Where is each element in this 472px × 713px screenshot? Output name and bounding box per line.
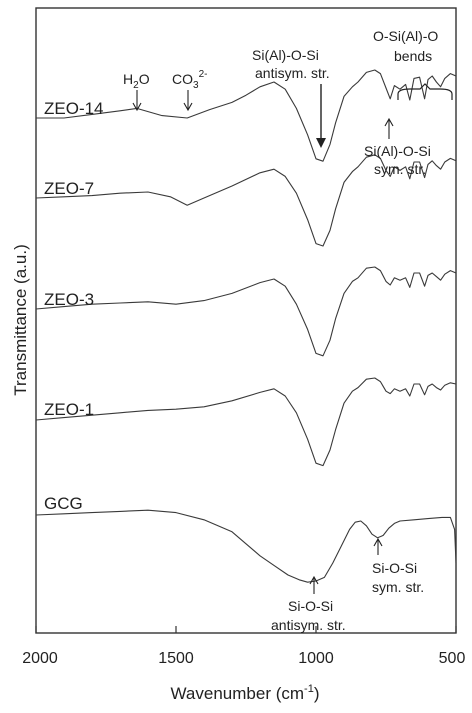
annotation-gcg-sym-1: Si-O-Si [372, 560, 417, 576]
bends-bracket [397, 83, 453, 100]
arrow-h2o-head [132, 102, 142, 112]
annotation-gcg-antisym-2: antisym. str. [271, 617, 346, 633]
x-tick-label: 1000 [298, 650, 334, 667]
annotation-bends-1: O-Si(Al)-O [373, 28, 438, 44]
x-tick-label: 1500 [158, 650, 194, 667]
arrow-gcg-sym-head [373, 537, 383, 547]
series-line-zeo-1 [35, 377, 457, 467]
series-line-zeo-3 [35, 266, 457, 357]
series-label-zeo-14: ZEO-14 [44, 99, 104, 118]
arrow-gcg-antisym-head [309, 575, 319, 585]
series-line-zeo-14 [36, 69, 457, 162]
series-label-zeo-1: ZEO-1 [44, 400, 94, 419]
annotation-gcg-sym-2: sym. str. [372, 579, 424, 595]
series-label-zeo-7: ZEO-7 [44, 179, 94, 198]
annotation-sym-top-1: Si(Al)-O-Si [364, 143, 431, 159]
annotation-bends-2: bends [394, 48, 432, 64]
series-label-gcg: GCG [44, 494, 83, 513]
annotation-gcg-antisym-1: Si-O-Si [288, 598, 333, 614]
x-tick-label: 2000 [22, 650, 58, 667]
series-line-gcg [35, 509, 457, 583]
plot-frame [35, 7, 457, 634]
spectra-group [35, 69, 457, 583]
series-line-zeo-7 [35, 154, 457, 247]
x-axis-label: Wavenumber (cm-1) [171, 683, 320, 703]
annotation-h2o: H2O [123, 71, 150, 91]
annotation-antisym-top-1: Si(Al)-O-Si [252, 47, 319, 63]
y-axis-label: Transmittance (a.u.) [11, 244, 30, 395]
annotation-co3: CO32- [172, 69, 207, 91]
x-axis-ticks: 2000 1500 1000 500 [22, 626, 465, 667]
annotation-sym-top-2: sym. str. [374, 161, 426, 177]
arrow-sym-top-head [384, 117, 394, 127]
series-label-zeo-3: ZEO-3 [44, 290, 94, 309]
annotation-antisym-top-2: antisym. str. [255, 65, 330, 81]
arrow-antisym-top-head [316, 138, 326, 148]
x-tick-label: 500 [439, 650, 466, 667]
arrow-co3-head [183, 102, 193, 112]
